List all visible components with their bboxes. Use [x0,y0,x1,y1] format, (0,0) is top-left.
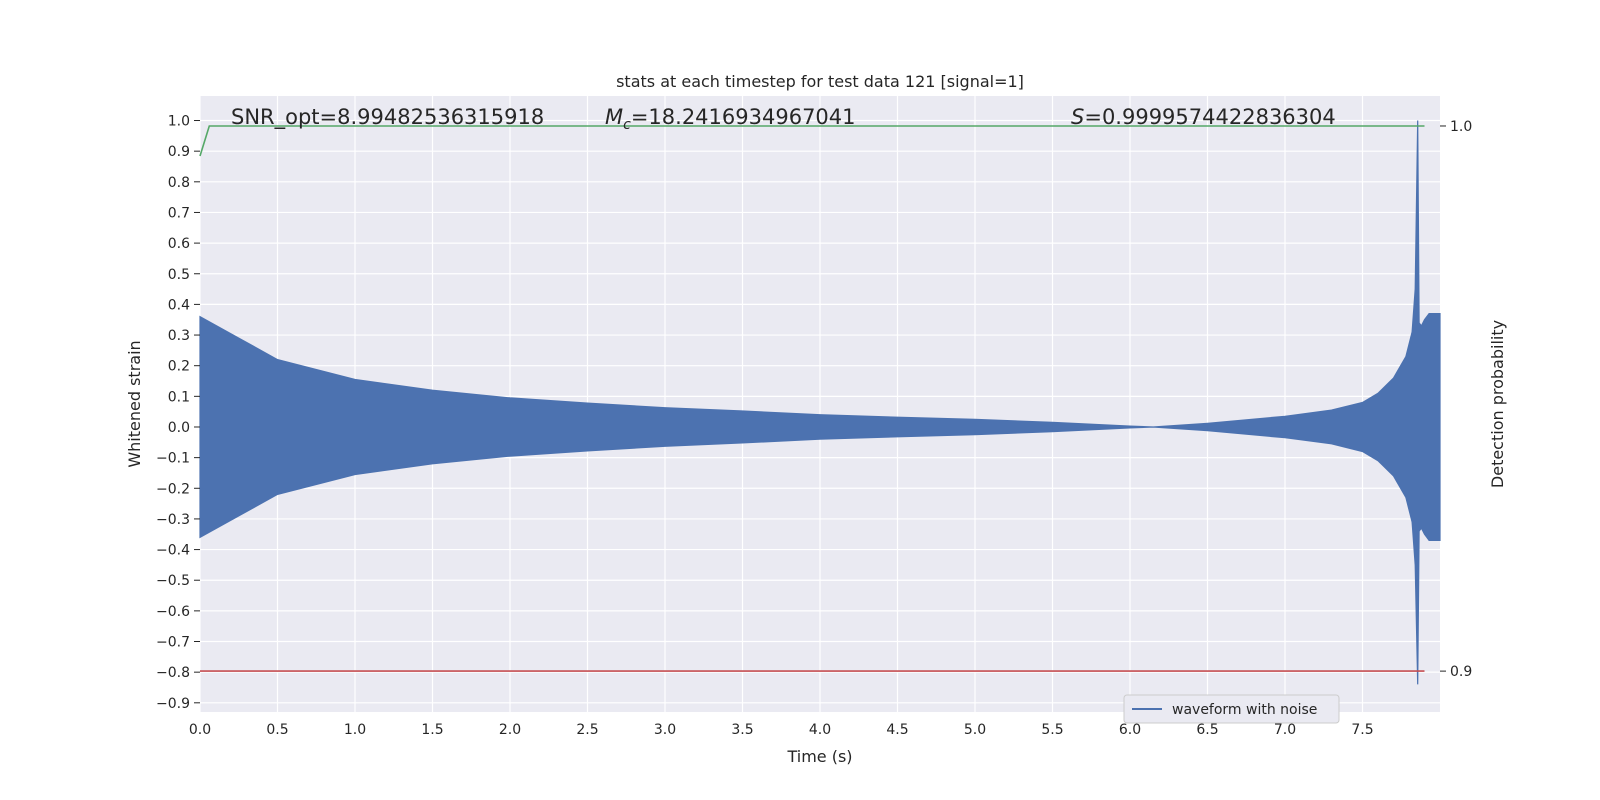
y-axis: 1.0 0.9 0.8 0.7 0.6 0.5 0.4 0.3 0.2 0.1 0.0 −0.1 −0.… [156,114,200,712]
x-tick-label: 0.0 [189,722,211,738]
x-axis: 0.0 0.5 1.0 1.5 2.0 2.5 3.0 3.5 4.0 4.5 5.0 5.5 6.0 6… [189,722,1374,738]
y-tick-label: 0.1 [168,389,190,405]
legend-box [1123,694,1340,724]
x-tick-label: 5.0 [964,722,986,738]
x-tick-label: 6.5 [1196,722,1218,738]
y2-axis-label: Detection probability [1488,320,1507,488]
x-tick-label: 4.0 [809,722,831,738]
y-tick-label: 0.4 [168,297,190,313]
chart-title: stats at each timestep for test data 121… [616,72,1024,91]
series-layer [199,120,1441,685]
x-tick-label: 2.5 [576,722,598,738]
y-tick-label: −0.1 [156,451,190,467]
y-axis-label: Whitened strain [125,340,144,467]
y-tick-label: 0.3 [168,328,190,344]
x-tick-label: 1.0 [344,722,366,738]
annotation-statistic: S=0.9999574422836304 [1071,105,1336,129]
y-tick-label: −0.6 [156,604,190,620]
x-tick-label: 7.5 [1351,722,1373,738]
y2-tick-label: 0.9 [1450,664,1472,680]
legend-entry: waveform with noise [1172,702,1317,718]
y-tick-label: −0.8 [156,665,190,681]
y-tick-label: 1.0 [168,114,190,130]
y-tick-label: 0.8 [168,175,190,191]
y-tick-label: 0.6 [168,236,190,252]
legend: waveform with noise [1123,694,1340,724]
y-tick-label: −0.7 [156,635,190,651]
x-tick-label: 2.0 [499,722,521,738]
y-tick-label: −0.4 [156,543,190,559]
y-tick-label: 0.5 [168,267,190,283]
x-tick-label: 0.5 [266,722,288,738]
annotation-chirp-mass: Mc=18.2416934967041 [605,105,856,133]
x-tick-label: 5.5 [1041,722,1063,738]
x-tick-label: 4.5 [886,722,908,738]
x-axis-label: Time (s) [786,747,852,766]
y-tick-label: 0.0 [168,420,190,436]
y2-axis: 1.0 0.9 [1440,119,1472,680]
x-tick-label: 1.5 [421,722,443,738]
y-tick-label: 0.7 [168,205,190,221]
x-tick-label: 6.0 [1119,722,1141,738]
y-tick-label: 0.2 [168,359,190,375]
x-tick-label: 7.0 [1274,722,1296,738]
y-tick-label: −0.5 [156,573,190,589]
series-waveform-with-noise [199,120,1441,685]
y-tick-label: −0.2 [156,481,190,497]
y-tick-label: −0.9 [156,696,190,712]
y-tick-label: 0.9 [168,144,190,160]
y2-tick-label: 1.0 [1450,119,1472,135]
x-tick-label: 3.5 [731,722,753,738]
x-tick-label: 3.0 [654,722,676,738]
annotation-snr: SNR_opt=8.99482536315918 [231,105,544,130]
series-detection-probability [199,125,1425,157]
y-tick-label: −0.3 [156,512,190,528]
